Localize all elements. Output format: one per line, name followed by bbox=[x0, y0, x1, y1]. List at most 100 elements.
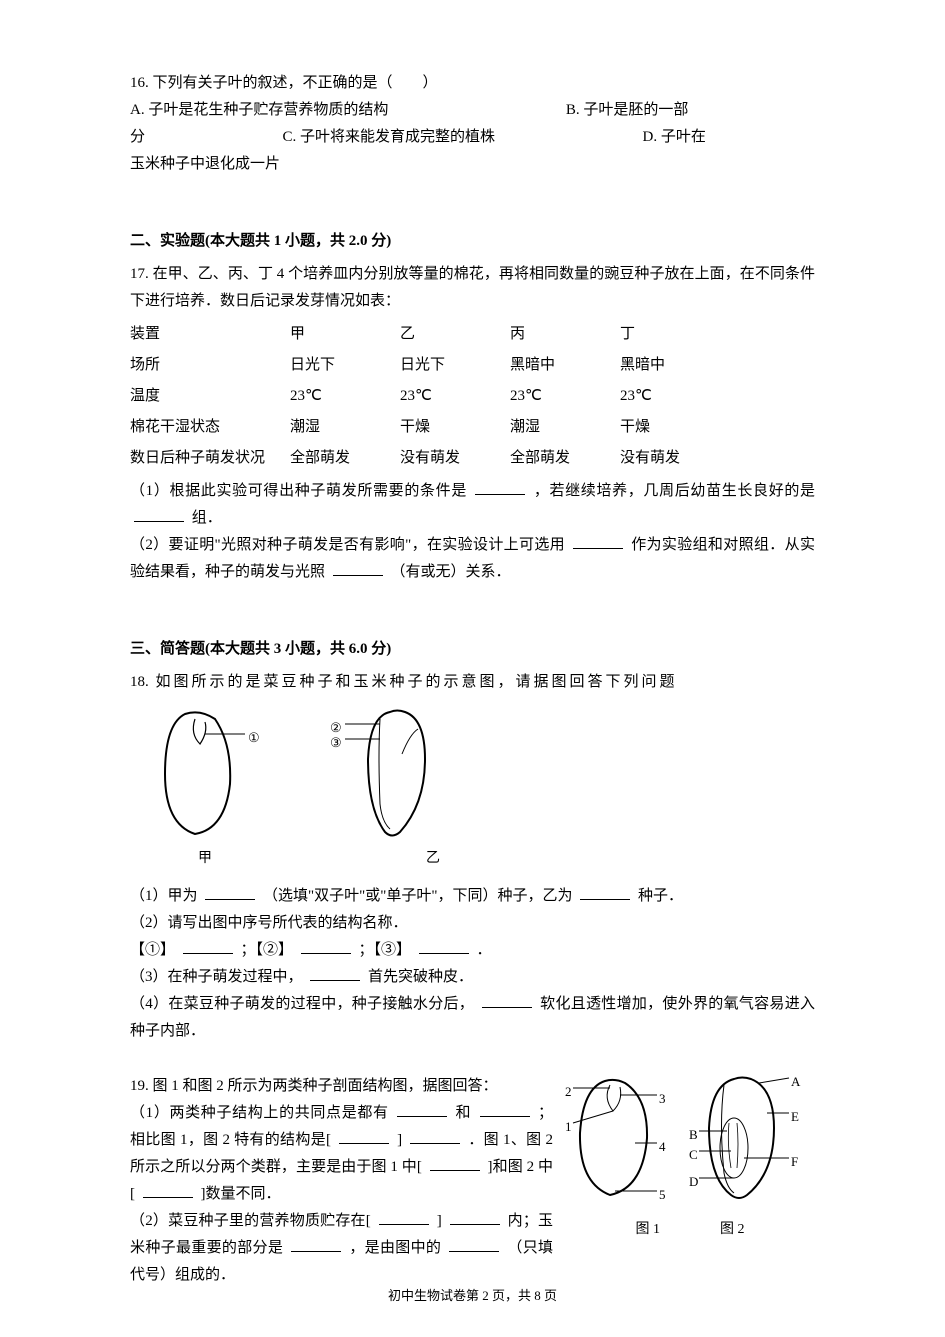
seed-jia-icon bbox=[150, 704, 260, 844]
fig-jia-label: 甲 bbox=[198, 846, 212, 871]
table-cell: 装置 bbox=[130, 321, 290, 348]
table-cell: 23℃ bbox=[290, 383, 400, 410]
q18-p1c: 种子． bbox=[638, 888, 683, 904]
fig1-marker-2: 2 bbox=[565, 1080, 572, 1103]
fig-yi-label: 乙 bbox=[426, 846, 440, 871]
blank bbox=[480, 1102, 530, 1117]
table-row: 场所 日光下 日光下 黑暗中 黑暗中 bbox=[130, 352, 815, 379]
fig2-marker-A: A bbox=[791, 1070, 800, 1093]
table-row: 装置 甲 乙 丙 丁 bbox=[130, 321, 815, 348]
fig1-marker-3: 3 bbox=[659, 1087, 666, 1110]
q17-p1a: （1）根据此实验可得出种子萌发所需要的条件是 bbox=[130, 483, 467, 499]
table-cell: 23℃ bbox=[620, 383, 730, 410]
blank bbox=[450, 1210, 500, 1225]
fig1-label: 图 1 bbox=[636, 1217, 661, 1242]
q17-p1c: 组． bbox=[192, 510, 222, 526]
q18-stem: 如图所示的是菜豆种子和玉米种子的示意图，请据图回答下列问题 bbox=[156, 674, 678, 690]
table-cell: 数日后种子萌发状况 bbox=[130, 445, 290, 472]
blank bbox=[310, 966, 360, 981]
q16-optA-text: 子叶是花生种子贮存营养物质的结构 bbox=[148, 102, 388, 118]
q19-p2a: （2）菜豆种子里的营养物质贮存在[ bbox=[130, 1213, 371, 1229]
table-cell: 23℃ bbox=[510, 383, 620, 410]
q16-optA-label: A. bbox=[130, 102, 145, 118]
table-cell: 23℃ bbox=[400, 383, 510, 410]
fig2-marker-D: D bbox=[689, 1170, 698, 1193]
page-footer: 初中生物试卷第 2 页，共 8 页 bbox=[0, 1284, 945, 1307]
blank bbox=[143, 1183, 193, 1198]
table-cell: 日光下 bbox=[290, 352, 400, 379]
q17-p2: （2）要证明"光照对种子萌发是否有影响"，在实验设计上可选用 作为实验组和对照组… bbox=[130, 532, 815, 586]
q16-optC-text: 子叶将来能发育成完整的植株 bbox=[300, 129, 495, 145]
blank bbox=[475, 480, 525, 495]
section3-title: 三、简答题(本大题共 3 小题，共 6.0 分) bbox=[130, 636, 815, 663]
table-cell: 干燥 bbox=[400, 414, 510, 441]
table-cell: 潮湿 bbox=[510, 414, 620, 441]
question-17: 17. 在甲、乙、丙、丁 4 个培养皿内分别放等量的棉花，再将相同数量的豌豆种子… bbox=[130, 261, 815, 586]
blank bbox=[379, 1210, 429, 1225]
blank bbox=[134, 507, 184, 522]
q18-p1: （1）甲为 （选填"双子叶"或"单子叶"，下同）种子，乙为 种子． bbox=[130, 883, 815, 910]
q17-number: 17. bbox=[130, 266, 149, 282]
fig1-marker-1: 1 bbox=[565, 1115, 572, 1138]
blank bbox=[419, 939, 469, 954]
fig2-label: 图 2 bbox=[720, 1217, 745, 1242]
q16-optB-text-part2: 分 bbox=[130, 129, 145, 145]
q18-p3b: 首先突破种皮． bbox=[368, 969, 473, 985]
q16-optD-text-part2: 玉米种子中退化成一片 bbox=[130, 156, 280, 172]
blank bbox=[449, 1237, 499, 1252]
q16-optB-text-part1: 子叶是胚的一部 bbox=[583, 102, 688, 118]
blank bbox=[205, 885, 255, 900]
q19-fig2: A E F B C D bbox=[689, 1073, 799, 1213]
table-cell: 棉花干湿状态 bbox=[130, 414, 290, 441]
table-cell: 黑暗中 bbox=[510, 352, 620, 379]
table-cell: 丙 bbox=[510, 321, 620, 348]
table-cell: 没有萌发 bbox=[620, 445, 730, 472]
table-cell: 潮湿 bbox=[290, 414, 400, 441]
table-cell: 日光下 bbox=[400, 352, 510, 379]
table-cell: 干燥 bbox=[620, 414, 730, 441]
q18-figure-jia: ① 甲 bbox=[150, 704, 260, 871]
q16-optC-label: C. bbox=[283, 129, 297, 145]
blank bbox=[430, 1156, 480, 1171]
blank bbox=[291, 1237, 341, 1252]
q18-stem-line: 18. 如图所示的是菜豆种子和玉米种子的示意图，请据图回答下列问题 bbox=[130, 669, 815, 696]
table-cell: 黑暗中 bbox=[620, 352, 730, 379]
blank bbox=[397, 1102, 447, 1117]
blank bbox=[410, 1129, 460, 1144]
blank bbox=[482, 993, 532, 1008]
q16-number: 16. bbox=[130, 75, 149, 91]
fig1-marker-5: 5 bbox=[659, 1183, 666, 1206]
fig1-marker-4: 4 bbox=[659, 1135, 666, 1158]
table-cell: 场所 bbox=[130, 352, 290, 379]
q16-stem: 下列有关子叶的叙述，不正确的是（ ） bbox=[153, 75, 438, 91]
q17-p2a: （2）要证明"光照对种子萌发是否有影响"，在实验设计上可选用 bbox=[130, 537, 565, 553]
q18-p2b: 【①】 ；【②】 ；【③】 ． bbox=[130, 937, 815, 964]
fig2-marker-C: C bbox=[689, 1143, 698, 1166]
table-row: 温度 23℃ 23℃ 23℃ 23℃ bbox=[130, 383, 815, 410]
q18-p2b-1: 【①】 bbox=[130, 942, 175, 958]
table-cell: 乙 bbox=[400, 321, 510, 348]
fig2-marker-F: F bbox=[791, 1150, 798, 1173]
q18-p3: （3）在种子萌发过程中， 首先突破种皮． bbox=[130, 964, 815, 991]
q18-p2b-3: ；【③】 bbox=[359, 942, 412, 958]
q17-p1b: ，若继续培养，几周后幼苗生长良好的是 bbox=[534, 483, 815, 499]
q19-text-column: 19. 图 1 和图 2 所示为两类种子剖面结构图，据图回答： （1）两类种子结… bbox=[130, 1073, 553, 1289]
q18-figure-yi: ② ③ 乙 bbox=[330, 704, 450, 871]
section2-title: 二、实验题(本大题共 1 小题，共 2.0 分) bbox=[130, 228, 815, 255]
seed-fig2-icon bbox=[689, 1073, 799, 1203]
marker-3: ③ bbox=[330, 731, 342, 754]
table-cell: 甲 bbox=[290, 321, 400, 348]
q18-p1b: （选填"双子叶"或"单子叶"，下同）种子，乙为 bbox=[263, 888, 573, 904]
question-19: 19. 图 1 和图 2 所示为两类种子剖面结构图，据图回答： （1）两类种子结… bbox=[130, 1073, 815, 1289]
q16-optD-label: D. bbox=[643, 129, 658, 145]
table-cell: 全部萌发 bbox=[290, 445, 400, 472]
table-cell: 温度 bbox=[130, 383, 290, 410]
q16-optD-text-part1: 子叶在 bbox=[661, 129, 706, 145]
table-row: 数日后种子萌发状况 全部萌发 没有萌发 全部萌发 没有萌发 bbox=[130, 445, 815, 472]
blank bbox=[580, 885, 630, 900]
table-cell: 丁 bbox=[620, 321, 730, 348]
q19-p2: （2）菜豆种子里的营养物质贮存在[ ] 内；玉米种子最重要的部分是 ，是由图中的… bbox=[130, 1208, 553, 1289]
table-row: 棉花干湿状态 潮湿 干燥 潮湿 干燥 bbox=[130, 414, 815, 441]
q19-fig-labels: 图 1 图 2 bbox=[565, 1217, 815, 1242]
table-cell: 全部萌发 bbox=[510, 445, 620, 472]
